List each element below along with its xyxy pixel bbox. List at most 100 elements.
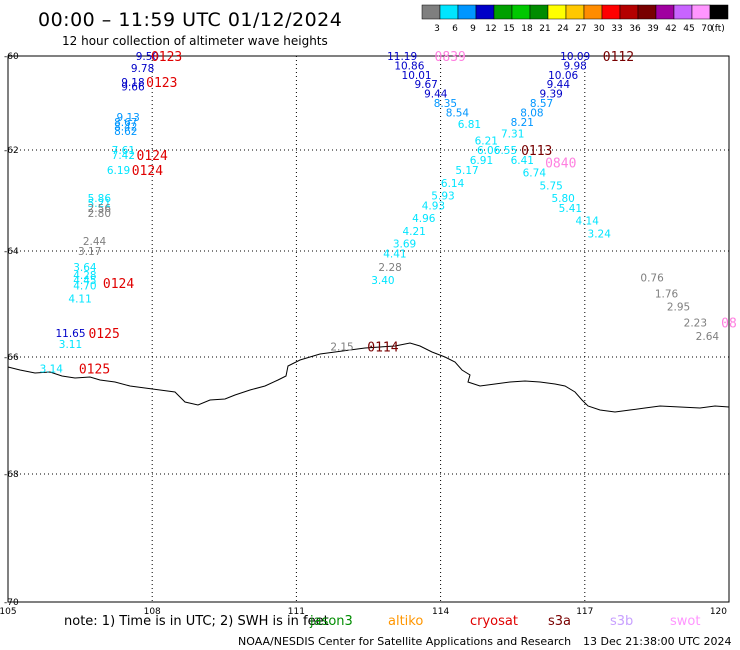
wave-height-value: 5.17 [455, 165, 478, 177]
wave-height-value: 8.57 [530, 98, 553, 110]
wave-height-value: 9.66 [121, 82, 145, 94]
map-title: 00:00 – 11:59 UTC 01/12/2024 [38, 9, 342, 31]
wave-height-value: 3.14 [40, 364, 64, 376]
footer-note: note: 1) Time is in UTC; 2) SWH is in fe… [64, 614, 329, 629]
footer-generated: 13 Dec 21:38:00 UTC 2024 [583, 635, 731, 648]
lon-tick-label: 120 [710, 607, 727, 617]
wave-height-value: 5.86 [88, 193, 112, 205]
lat-tick-label: -70 [4, 598, 19, 608]
wave-height-value: 11.65 [55, 328, 85, 340]
wave-height-value: 6.74 [523, 168, 547, 180]
lon-tick-label: 114 [432, 607, 449, 617]
legend-swatch [493, 4, 513, 20]
wave-height-value: 6.41 [511, 155, 534, 167]
wave-height-value: 4.21 [402, 226, 425, 238]
wave-height-value: 6.06 [477, 145, 501, 157]
legend-swatch [421, 4, 441, 20]
legend-swatch [655, 4, 675, 20]
legend-swatch [709, 4, 729, 20]
lat-lon-grid [8, 56, 729, 602]
legend-swatch [673, 4, 693, 20]
satellite-label: s3b [610, 614, 633, 629]
legend-swatch [565, 4, 585, 20]
lat-tick-label: -64 [4, 247, 19, 257]
wave-height-value: 8.62 [114, 126, 137, 138]
pass-time-label: 0114 [367, 340, 398, 355]
legend-swatch [439, 4, 459, 20]
pass-time-label: 0124 [103, 277, 134, 292]
wave-height-value: 5.93 [431, 190, 454, 202]
legend-label: 12 [485, 24, 496, 34]
legend-swatch [457, 4, 477, 20]
wave-height-value: 8.42 [114, 122, 137, 134]
lon-tick-label: 111 [288, 607, 305, 617]
pass-time-label: 0124 [137, 149, 168, 164]
lon-tick-label: 105 [0, 607, 17, 617]
wave-height-value: 9.39 [539, 89, 562, 101]
wave-height-value: 4.96 [412, 213, 436, 225]
wave-height-value: 4.41 [383, 249, 406, 261]
legend-label: 30 [593, 24, 605, 34]
color-legend: 3 6 9 12 15 18 21 24 27 30 33 36 39 42 45 70(ft) [421, 4, 729, 34]
legend-label: 27 [575, 24, 586, 34]
wave-height-value: 3.40 [371, 275, 394, 287]
wave-height-value: 5.21 [88, 198, 111, 210]
pass-time-label: 0840 [545, 157, 576, 172]
pass-time-label: 0112 [603, 50, 634, 65]
legend-label: 24 [557, 24, 569, 34]
wave-height-value: 8.35 [434, 98, 457, 110]
pass-time-label: 0123 [146, 76, 177, 91]
wave-height-value: 2.28 [378, 262, 401, 274]
wave-height-value: 3.11 [59, 339, 82, 351]
satellite-label: swot [670, 614, 700, 629]
wave-height-value: 5.80 [551, 193, 574, 205]
legend-swatch [547, 4, 567, 20]
lat-tick-label: -66 [4, 353, 19, 363]
satellite-label: altiko [388, 614, 423, 629]
wave-height-value: 9.13 [116, 112, 139, 124]
legend-label: 42 [665, 24, 676, 34]
pass-time-label: 0123 [151, 50, 182, 65]
wave-height-value: 6.91 [470, 155, 493, 167]
legend-label: 3 [434, 24, 440, 34]
wave-height-value: 4.70 [73, 280, 96, 292]
wave-height-value: 2.23 [684, 318, 707, 330]
wave-height-value: 8.08 [520, 107, 543, 119]
legend-label: 15 [503, 24, 514, 34]
lat-tick-label: -68 [4, 470, 19, 480]
wave-height-value: 5.75 [539, 180, 562, 192]
wave-height-value: 9.98 [563, 60, 586, 72]
footer-credit: NOAA/NESDIS Center for Satellite Applica… [238, 635, 571, 648]
wave-height-value: 9.78 [131, 63, 154, 75]
wave-height-value: 3.64 [73, 262, 97, 274]
wave-height-value: 1.76 [655, 288, 679, 300]
wave-height-value: 8.21 [511, 117, 534, 129]
legend-unit: (ft) [711, 24, 725, 34]
wave-height-value: 3.17 [78, 246, 101, 258]
lon-tick-label: 108 [144, 607, 161, 617]
wave-height-value: 9.67 [414, 79, 437, 91]
wave-height-value: 10.86 [394, 60, 424, 72]
wave-height-value: 6.19 [107, 165, 130, 177]
wave-height-value: 7.42 [112, 150, 135, 162]
wave-height-value: 2.44 [83, 236, 107, 248]
legend-label: 39 [647, 24, 659, 34]
wave-height-value: 9.44 [547, 79, 571, 91]
wave-height-value: 2.56 [88, 203, 112, 215]
wave-height-value: 9.18 [121, 77, 144, 89]
legend-label: 21 [539, 24, 550, 34]
map-subtitle: 12 hour collection of altimeter wave hei… [62, 34, 328, 48]
wave-height-value: 7.61 [112, 145, 135, 157]
satellite-label: cryosat [470, 614, 518, 629]
pass-time-label: 0125 [79, 363, 110, 378]
legend-swatch [529, 4, 549, 20]
pass-time-label: 0113 [521, 144, 552, 159]
wave-height-value: 3.24 [588, 228, 612, 240]
wave-height-value: 2.95 [667, 302, 690, 314]
satellite-label: jason3 [309, 614, 353, 629]
wave-height-value: 9.50 [136, 51, 159, 63]
wave-height-value: 3.69 [393, 238, 416, 250]
satellite-label: s3a [548, 614, 571, 629]
